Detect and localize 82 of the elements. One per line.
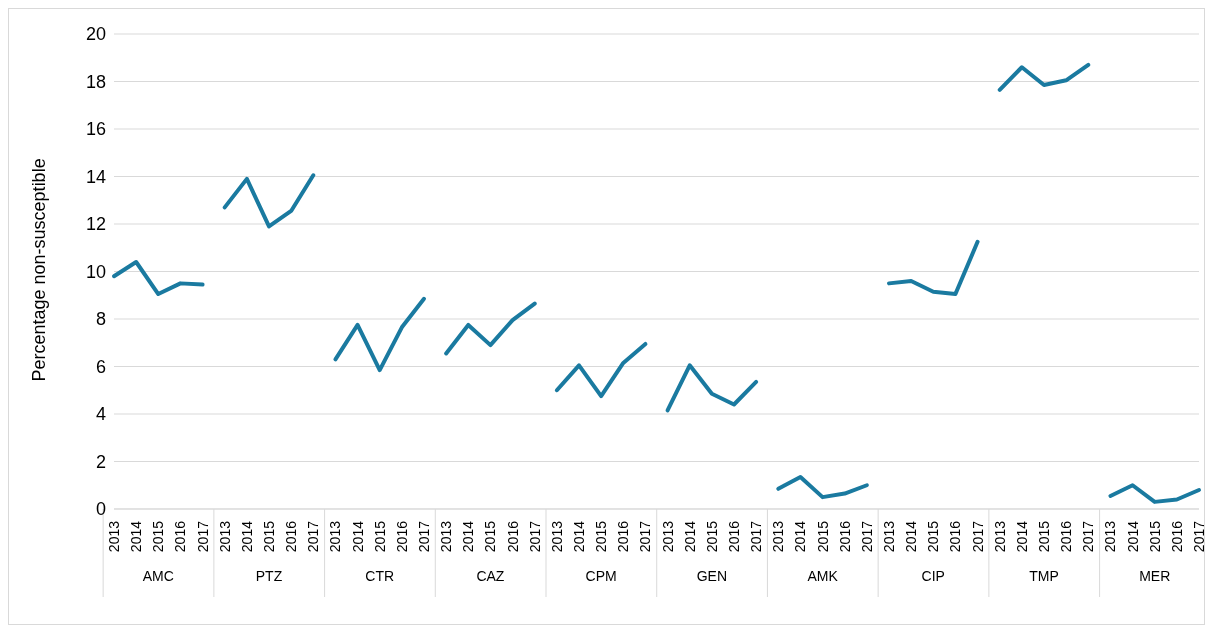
text: GEN [696, 568, 728, 584]
x-tick-label: 2017 [1080, 520, 1097, 553]
x-tick-label: 2014 [792, 520, 809, 553]
x-tick-label: 2016 [726, 520, 742, 553]
x-tick-label: 2016 [947, 520, 964, 553]
text: PTZ [255, 568, 283, 584]
x-tick-label: 2017 [305, 520, 322, 553]
x-tick-label: 2016 [836, 520, 853, 553]
x-tick-label: 2013 [881, 520, 897, 553]
x-tick-label: 2016 [1168, 520, 1185, 553]
line-series [554, 341, 648, 399]
y-tick-label: 8 [95, 309, 106, 330]
x-tick-label: 2013 [438, 520, 455, 553]
x-tick-label: 2016 [504, 520, 521, 553]
x-tick-label: 2017 [1191, 520, 1207, 553]
x-tick-label: 2014 [460, 520, 477, 553]
x-tick-label: 2016 [283, 520, 300, 553]
x-tick-label: 2015 [814, 520, 831, 553]
x-tick-label: 2016 [393, 520, 410, 553]
x-tick-label: 2015 [371, 520, 388, 553]
x-tick-label: 2013 [216, 520, 233, 553]
x-tick-label: 2014 [128, 520, 145, 553]
x-tick-label: 2013 [106, 520, 122, 553]
y-tick-label: 20 [85, 24, 106, 45]
text: MER [1139, 568, 1171, 584]
line-series [665, 363, 759, 413]
x-tick-label: 2016 [172, 520, 189, 553]
text: CIP [921, 568, 945, 584]
text: AMC [142, 568, 174, 584]
line-series [997, 62, 1091, 92]
line-series [444, 301, 537, 356]
x-tick-label: 2015 [1146, 520, 1163, 553]
line-series [112, 260, 205, 297]
text: TMP [1029, 568, 1059, 584]
y-tick-label: 16 [85, 119, 106, 140]
y-axis-title: Percentage non-susceptible [29, 158, 50, 382]
text: CTR [365, 568, 395, 584]
y-tick-label: 4 [95, 404, 106, 425]
x-tick-label: 2017 [637, 520, 654, 553]
x-tick-label: 2014 [1013, 520, 1030, 553]
text: CAZ [476, 568, 505, 584]
y-tick-label: 14 [85, 166, 106, 187]
y-tick-label: 10 [85, 261, 106, 282]
text: CPM [585, 568, 617, 584]
x-tick-label: 2016 [615, 520, 632, 553]
x-tick-label: 2014 [681, 520, 698, 553]
x-tick-label: 2015 [703, 520, 720, 553]
x-tick-label: 2017 [526, 520, 543, 553]
x-tick-label: 2015 [1036, 520, 1052, 553]
x-tick-label: 2013 [1102, 520, 1119, 553]
text: AMK [807, 568, 839, 584]
x-tick-label: 2015 [925, 520, 942, 553]
y-tick-label: 0 [95, 499, 106, 520]
line-series [776, 474, 869, 500]
line-series [333, 296, 426, 373]
x-tick-label: 2017 [416, 520, 432, 553]
line-series [887, 239, 980, 297]
x-tick-label: 2013 [659, 520, 676, 553]
x-tick-label: 2017 [748, 520, 765, 553]
x-tick-label: 2013 [327, 520, 344, 553]
y-tick-label: 6 [95, 356, 106, 377]
line-series [1108, 483, 1201, 504]
x-tick-label: 2017 [858, 520, 875, 553]
x-tick-label: 2015 [150, 520, 167, 553]
x-tick-label: 2015 [482, 520, 499, 553]
x-tick-label: 2014 [349, 520, 366, 553]
x-tick-label: 2015 [593, 520, 610, 553]
y-tick-label: 18 [85, 71, 106, 92]
x-tick-label: 2016 [1058, 520, 1075, 553]
x-tick-label: 2013 [991, 520, 1008, 553]
x-tick-label: 2014 [903, 520, 920, 553]
x-tick-label: 2014 [238, 520, 255, 553]
x-tick-label: 2013 [548, 520, 565, 553]
x-tick-label: 2014 [571, 520, 587, 553]
x-tick-label: 2017 [194, 520, 211, 553]
x-tick-label: 2017 [969, 520, 986, 553]
line-series [222, 173, 316, 229]
x-tick-label: 2015 [261, 520, 277, 553]
y-tick-label: 2 [95, 451, 106, 472]
x-tick-label: 2013 [770, 520, 787, 553]
x-tick-label: 2014 [1124, 520, 1141, 553]
y-tick-label: 12 [85, 214, 106, 235]
